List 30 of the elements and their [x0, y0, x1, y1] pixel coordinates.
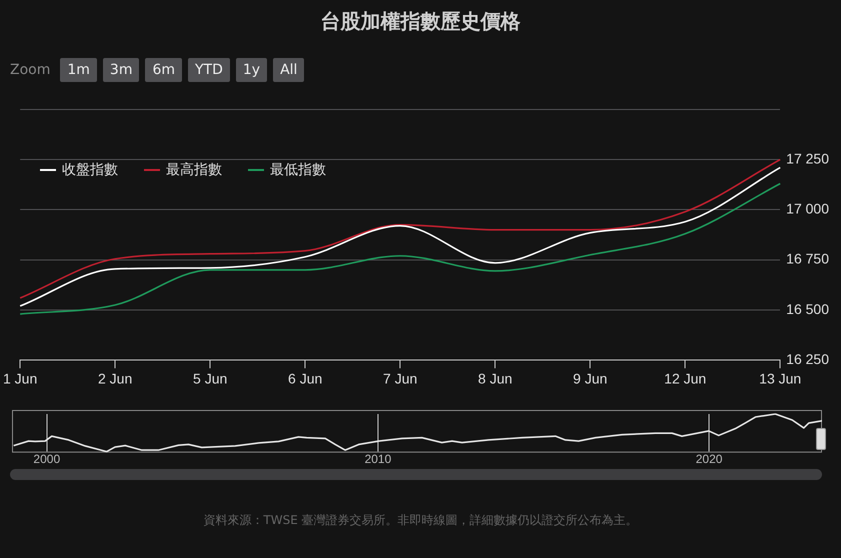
text: 3m: [102, 58, 140, 82]
chart-title: 台股加權指數歷史價格: [320, 8, 522, 35]
x-tick-label: 2020: [696, 452, 723, 466]
x-tick-label: 6 Jun: [288, 370, 322, 386]
legend-label: 最低指數: [270, 161, 326, 179]
x-tick-label: 12 Jun: [664, 370, 706, 386]
y-tick-label: 17 250: [786, 150, 830, 166]
legend-label: 收盤指數: [62, 161, 118, 179]
y-tick-label: 17 000: [786, 200, 830, 217]
x-tick-label: 2 Jun: [98, 370, 132, 386]
x-tick-label: 7 Jun: [383, 370, 418, 386]
x-tick-label: 9 Jun: [573, 370, 608, 386]
text: YTD: [188, 58, 230, 82]
x-tick-label: 8 Jun: [478, 370, 512, 386]
y-tick-label: 16 750: [786, 250, 830, 267]
line-series: [19, 182, 781, 315]
text: 1y: [236, 58, 268, 82]
legend-label: 最高指數: [166, 161, 222, 179]
x-tick-label: 2000: [33, 452, 60, 466]
y-tick-label: 16 500: [786, 300, 830, 317]
text: 6m: [145, 58, 182, 82]
y-tick-label: 16 250: [786, 351, 830, 368]
x-tick-label: 1 Jun: [3, 370, 38, 386]
text: Zoom: [10, 62, 50, 78]
source-note: 資料來源：TWSE 臺灣證券交易所。非即時線圖，詳細數據仍以證交所公布為主。: [202, 512, 639, 529]
x-tick-label: 5 Jun: [193, 370, 228, 386]
text: 1m: [60, 58, 97, 82]
text: All: [273, 58, 304, 82]
x-tick-label: 13 Jun: [759, 370, 802, 386]
x-tick-label: 2010: [364, 452, 392, 466]
